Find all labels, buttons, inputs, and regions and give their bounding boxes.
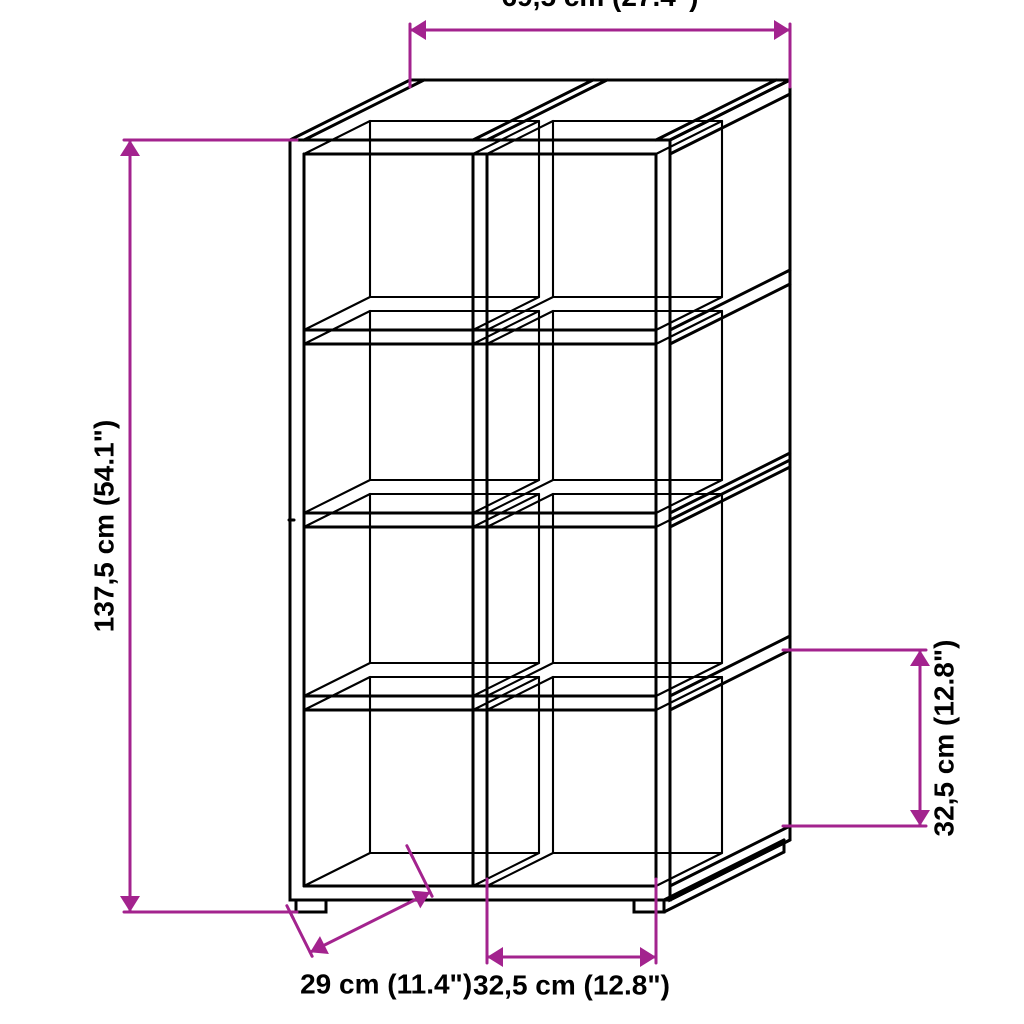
bookshelf — [289, 80, 790, 912]
dim-height: 137,5 cm (54.1") — [88, 420, 119, 633]
dim-cube-height: 32,5 cm (12.8") — [928, 640, 959, 837]
dim-depth: 29 cm (11.4") — [300, 969, 472, 1000]
dim-cube-width: 32,5 cm (12.8") — [473, 969, 670, 1000]
dim-width: 69,5 cm (27.4") — [502, 0, 699, 12]
